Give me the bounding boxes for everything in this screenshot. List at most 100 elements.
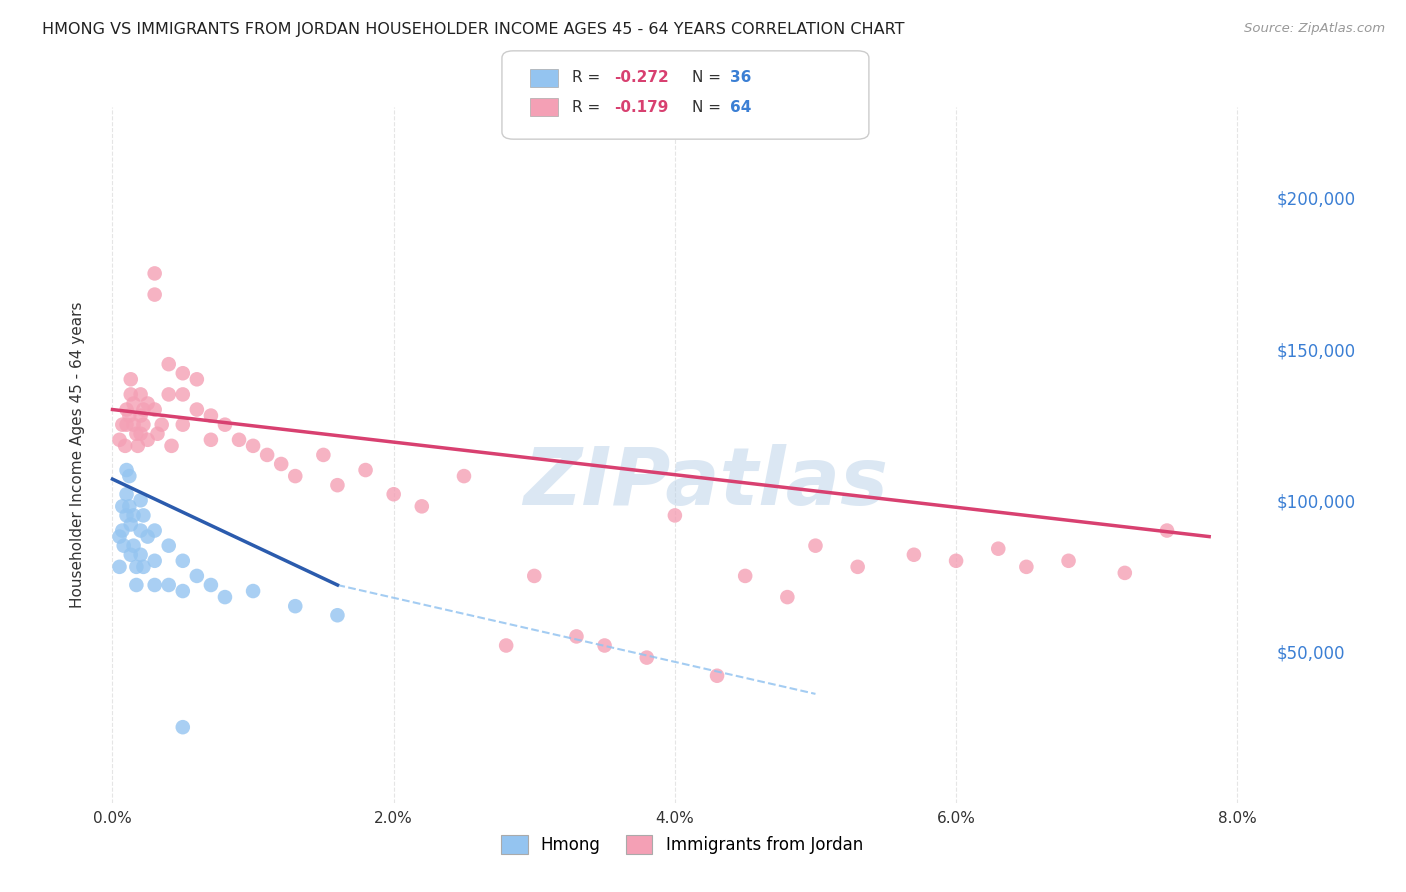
Point	[172, 387, 194, 401]
Point	[120, 387, 142, 401]
Point	[495, 639, 517, 653]
Text: R =: R =	[572, 70, 606, 85]
Point	[734, 569, 756, 583]
Text: N =: N =	[692, 100, 725, 114]
Point	[111, 524, 134, 538]
Point	[846, 559, 869, 574]
Point	[115, 463, 138, 477]
Point	[987, 541, 1010, 556]
Point	[186, 402, 208, 417]
Point	[120, 548, 142, 562]
Point	[132, 402, 155, 417]
Point	[636, 650, 658, 665]
Point	[172, 417, 194, 432]
Point	[120, 517, 142, 532]
Point	[1156, 524, 1178, 538]
Text: -0.179: -0.179	[614, 100, 669, 114]
Point	[326, 608, 349, 623]
Point	[108, 559, 131, 574]
Point	[136, 530, 159, 544]
Point	[326, 478, 349, 492]
Point	[1015, 559, 1038, 574]
Point	[108, 530, 131, 544]
Point	[312, 448, 335, 462]
Point	[804, 539, 827, 553]
Point	[200, 433, 222, 447]
Point	[118, 469, 141, 483]
Point	[125, 578, 148, 592]
Point	[228, 433, 250, 447]
Point	[664, 508, 686, 523]
Point	[354, 463, 377, 477]
Point	[129, 524, 152, 538]
Text: 64: 64	[730, 100, 751, 114]
Point	[382, 487, 405, 501]
Point	[115, 487, 138, 501]
Point	[132, 417, 155, 432]
Point	[118, 409, 141, 423]
Point	[122, 508, 145, 523]
Point	[172, 554, 194, 568]
Point	[118, 500, 141, 514]
Point	[200, 578, 222, 592]
Point	[242, 584, 264, 599]
Point	[157, 578, 180, 592]
Point	[111, 500, 134, 514]
Point	[172, 366, 194, 380]
Point	[157, 357, 180, 371]
Point	[132, 559, 155, 574]
Point	[114, 439, 136, 453]
Text: Source: ZipAtlas.com: Source: ZipAtlas.com	[1244, 22, 1385, 36]
Point	[136, 433, 159, 447]
Point	[143, 578, 166, 592]
Point	[143, 402, 166, 417]
Point	[129, 548, 152, 562]
Point	[132, 508, 155, 523]
Point	[411, 500, 433, 514]
Legend: Hmong, Immigrants from Jordan: Hmong, Immigrants from Jordan	[494, 828, 870, 861]
Point	[706, 669, 728, 683]
Text: R =: R =	[572, 100, 606, 114]
Point	[593, 639, 616, 653]
Text: -0.272: -0.272	[614, 70, 669, 85]
Text: ZIPatlas: ZIPatlas	[523, 443, 887, 522]
Point	[186, 569, 208, 583]
Point	[120, 372, 142, 386]
Point	[122, 396, 145, 410]
Point	[157, 387, 180, 401]
Point	[143, 554, 166, 568]
Point	[214, 590, 236, 604]
Point	[122, 417, 145, 432]
Point	[157, 539, 180, 553]
Point	[129, 387, 152, 401]
Point	[200, 409, 222, 423]
Point	[453, 469, 475, 483]
Point	[127, 439, 149, 453]
Point	[1114, 566, 1136, 580]
Point	[115, 417, 138, 432]
Point	[112, 539, 135, 553]
Point	[150, 417, 173, 432]
Point	[903, 548, 925, 562]
Text: 36: 36	[730, 70, 751, 85]
Point	[1057, 554, 1080, 568]
Point	[146, 426, 169, 441]
Y-axis label: Householder Income Ages 45 - 64 years: Householder Income Ages 45 - 64 years	[69, 301, 84, 608]
Point	[125, 426, 148, 441]
Text: HMONG VS IMMIGRANTS FROM JORDAN HOUSEHOLDER INCOME AGES 45 - 64 YEARS CORRELATIO: HMONG VS IMMIGRANTS FROM JORDAN HOUSEHOL…	[42, 22, 904, 37]
Point	[122, 539, 145, 553]
Text: N =: N =	[692, 70, 725, 85]
Point	[111, 417, 134, 432]
Point	[129, 409, 152, 423]
Point	[270, 457, 292, 471]
Point	[160, 439, 183, 453]
Point	[186, 372, 208, 386]
Point	[143, 524, 166, 538]
Point	[143, 267, 166, 281]
Point	[143, 287, 166, 301]
Point	[256, 448, 278, 462]
Point	[172, 720, 194, 734]
Point	[129, 426, 152, 441]
Point	[108, 433, 131, 447]
Point	[523, 569, 546, 583]
